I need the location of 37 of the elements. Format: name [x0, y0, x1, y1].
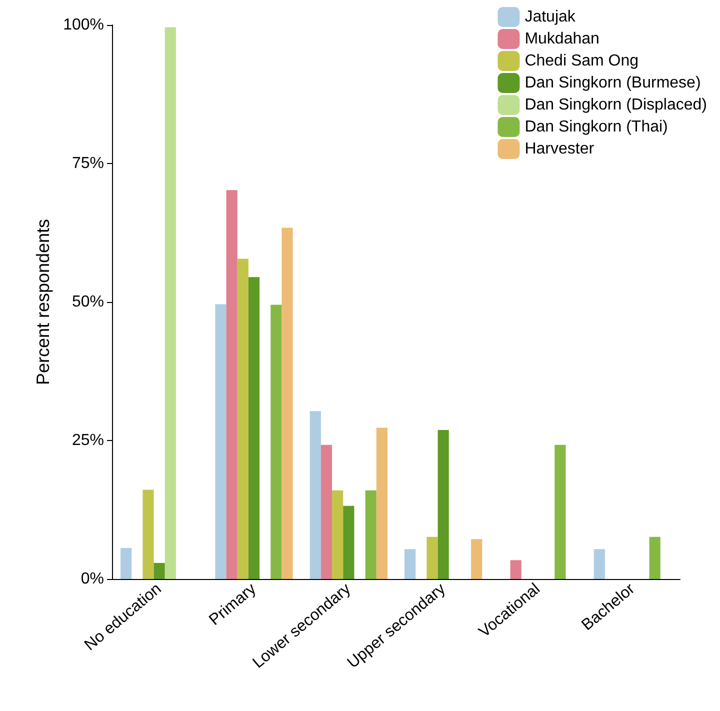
legend-label: Harvester — [524, 140, 595, 158]
bar — [320, 444, 332, 579]
y-tick-label: 0% — [80, 570, 104, 588]
bar — [594, 549, 605, 579]
bar — [270, 304, 282, 579]
y-tick-label: 100% — [63, 16, 104, 34]
bar — [237, 258, 248, 579]
bar — [365, 490, 376, 579]
y-axis-title: Percent respondents — [33, 218, 54, 386]
bar — [343, 506, 354, 579]
legend-label: Chedi Sam Ong — [524, 52, 639, 70]
bar — [404, 549, 416, 579]
y-tick-label: 25% — [72, 432, 104, 449]
legend-label: Dan Singkorn (Displaced) — [524, 96, 708, 114]
y-tick-label: 75% — [72, 155, 104, 172]
y-tick-label: 50% — [72, 294, 104, 310]
bar — [248, 277, 260, 579]
bar — [154, 562, 165, 579]
bar — [282, 228, 293, 579]
legend-label: Jatujak — [524, 8, 576, 26]
bar — [226, 190, 238, 579]
bar — [649, 536, 660, 579]
bar — [376, 428, 388, 579]
legend-label: Mukdahan — [524, 30, 600, 48]
bar — [554, 444, 566, 579]
bar — [471, 539, 482, 579]
bar — [215, 304, 226, 579]
bar — [510, 560, 522, 579]
bar — [142, 490, 154, 579]
legend-label: Dan Singkorn (Burmese) — [524, 74, 701, 92]
bar — [438, 430, 449, 579]
bar — [332, 490, 344, 579]
bar — [120, 548, 132, 579]
legend-label: Dan Singkorn (Thai) — [524, 118, 668, 136]
bar — [426, 536, 438, 579]
bar — [310, 411, 321, 579]
bar — [164, 27, 176, 579]
